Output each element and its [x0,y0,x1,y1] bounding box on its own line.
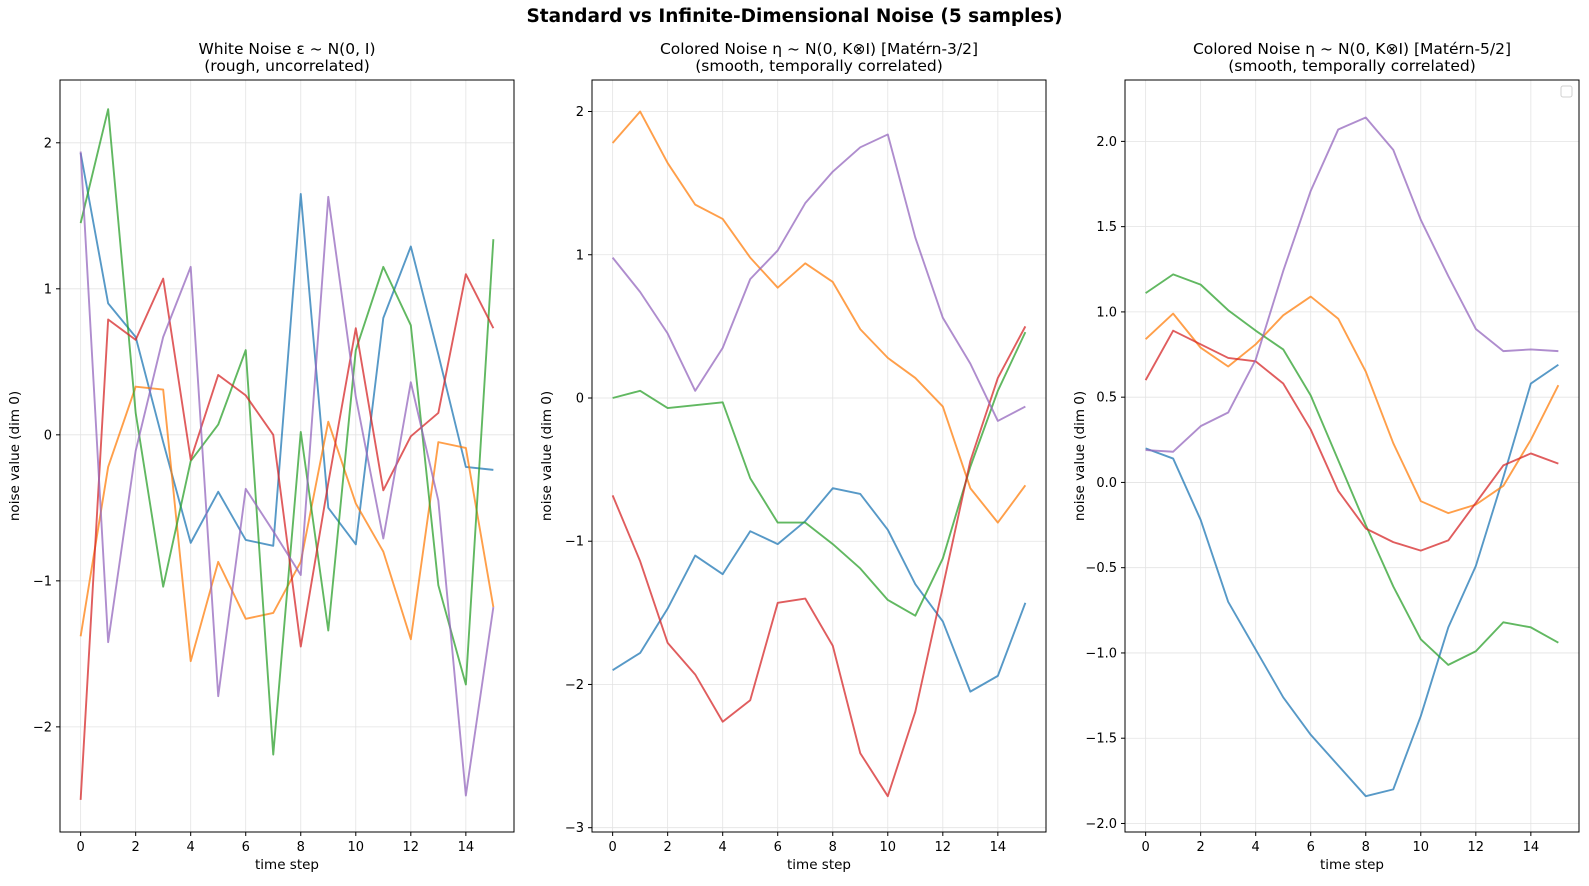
chart-2-xtick-label: 14 [990,840,1007,855]
chart-1-series-5-line [79,151,495,797]
chart-1-xtick-label: 6 [242,840,250,855]
chart-3-xtick-label: 10 [1413,840,1430,855]
chart-3-ytick-label: 0.5 [1096,391,1117,406]
chart-3-xtick-label: 0 [1141,840,1149,855]
chart-2-ylabel: noise value (dim 0) [539,391,555,521]
chart-1-xtick-label: 8 [297,840,305,855]
chart-3-xtick-label: 6 [1307,840,1315,855]
chart-2-axes-frame [591,79,1047,833]
chart-2-ytick-label: 0 [576,391,584,406]
chart-3-xtick-label: 14 [1523,840,1540,855]
chart-3-xtick-label: 8 [1362,840,1370,855]
chart-1-series-4-line [79,273,495,800]
chart-3-subtitle: (smooth, temporally correlated) [1228,57,1476,75]
chart-3-ytick-label: −1.5 [1085,732,1117,747]
chart-2-series-5-line [611,133,1026,422]
chart-3-xlabel: time step [1320,857,1384,873]
chart-1-ytick-label: 2 [44,136,52,151]
chart-2-xtick-label: 8 [829,840,837,855]
chart-3-axes-frame [1124,79,1580,833]
chart-1-xtick-label: 12 [403,840,420,855]
chart-3-series-4-line [1144,329,1559,552]
chart-2-ytick-label: 1 [576,248,584,263]
chart-1-series-3-line [79,108,495,756]
figure-title: Standard vs Infinite-Dimensional Noise (… [526,6,1063,27]
chart-2-xtick-label: 2 [664,840,672,855]
chart-2-xtick-label: 0 [608,840,616,855]
chart-3-title: Colored Noise η ~ N(0, K⊗I) [Matérn-5/2] [1193,40,1511,58]
chart-3-ytick-label: −0.5 [1085,561,1117,576]
chart-3-ytick-label: 0.0 [1096,476,1117,491]
chart-2-series-3-line [612,331,1027,617]
chart-3-xtick-label: 12 [1468,840,1485,855]
chart-1-ytick-label: 0 [44,428,52,443]
chart-2-subtitle: (smooth, temporally correlated) [695,57,943,75]
chart-1-ytick-label: −1 [33,574,52,589]
chart-1-ylabel: noise value (dim 0) [7,391,23,521]
chart-2-ytick-label: −2 [565,678,584,693]
chart-3-ytick-label: 1.0 [1096,305,1117,320]
chart-2-ytick-label: 2 [576,105,584,120]
chart-3-xtick-label: 4 [1252,840,1260,855]
chart-3-xtick-label: 2 [1197,840,1205,855]
chart-3-ytick-label: 2.0 [1096,135,1117,150]
chart-3-ylabel: noise value (dim 0) [1072,391,1088,521]
chart-2-title: Colored Noise η ~ N(0, K⊗I) [Matérn-3/2] [660,40,978,58]
chart-1-xtick-label: 0 [76,840,84,855]
chart-3-ytick-label: 1.5 [1096,220,1117,235]
chart-2-series-1-line [612,487,1027,693]
chart-2-series-2-line [611,110,1027,524]
chart-1-subtitle: (rough, uncorrelated) [204,57,370,75]
chart-2-xtick-label: 12 [935,840,952,855]
chart-1-xtick-label: 10 [348,840,365,855]
chart-2-ytick-label: −1 [565,535,584,550]
chart-3-ytick-label: −2.0 [1085,817,1117,832]
chart-3-legend-box [1560,85,1573,98]
panel-matern-5-2: 0 2 4 6 8 10 12 14 −2.0 −1.5 −1.0 −0.5 0.0 0.5 1.0 1.5 2… [1072,40,1580,873]
chart-2-series-4-line [611,325,1027,798]
chart-3-series-3-line [1145,273,1559,666]
chart-1-xtick-label: 14 [458,840,475,855]
chart-1-title: White Noise ε ~ N(0, I) [198,40,375,58]
chart-1-xtick-label: 2 [132,840,140,855]
chart-1-ytick-label: −2 [33,720,52,735]
chart-3-series-2-line [1144,295,1560,515]
chart-2-xtick-label: 10 [880,840,897,855]
chart-3-ytick-label: −1.0 [1085,646,1117,661]
chart-2-xlabel: time step [787,857,851,873]
chart-2-xtick-label: 6 [774,840,782,855]
chart-1-ytick-label: 1 [44,282,52,297]
chart-1-axes-frame [59,79,515,833]
chart-3-series-1-line [1145,363,1559,798]
chart-2-ytick-label: −3 [565,821,584,836]
chart-2-xtick-label: 4 [719,840,727,855]
chart-1-series-1-line [79,152,494,547]
chart-3-series-5-line [1145,116,1559,453]
chart-1-xtick-label: 4 [187,840,195,855]
chart-1-xlabel: time step [255,857,319,873]
